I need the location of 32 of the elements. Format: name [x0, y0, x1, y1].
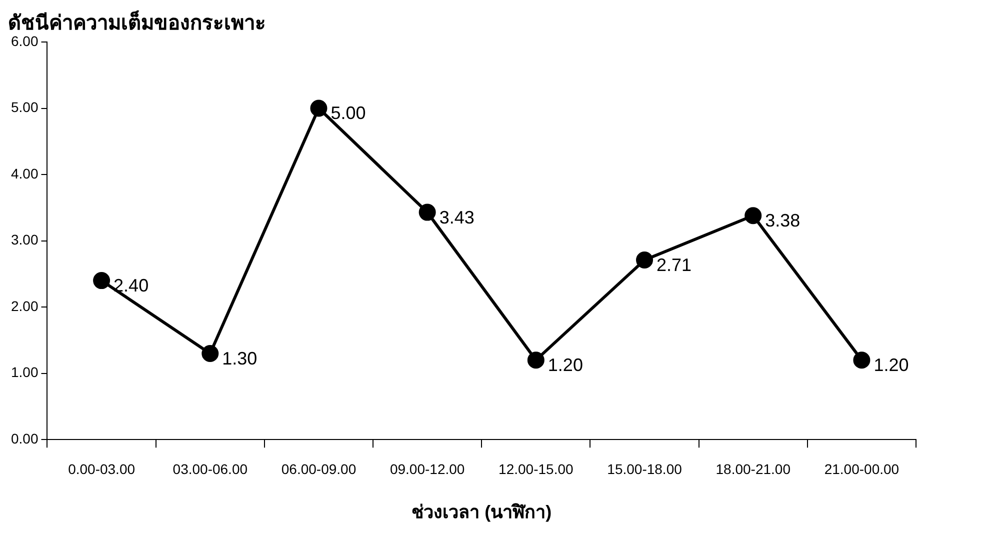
data-label: 3.43	[439, 207, 474, 228]
y-tick-label: 3.00	[11, 232, 38, 248]
x-tick-label: 03.00-06.00	[172, 460, 248, 477]
data-label: 5.00	[330, 103, 366, 124]
point	[418, 204, 436, 221]
x-tick-label: 15.00-18.00	[607, 460, 682, 477]
data-label: 1.20	[548, 355, 583, 376]
data-label: 3.38	[765, 210, 800, 231]
point	[744, 207, 762, 224]
data-label: 1.20	[874, 355, 909, 376]
data-label: 1.30	[222, 348, 258, 368]
chart-title: ดัชนีค่าความเต็มของกระเพาะ	[8, 10, 266, 35]
point	[310, 100, 328, 117]
x-axis-title: ช่วงเวลา (นาฬิกา)	[412, 502, 552, 522]
y-tick-label: 0.00	[11, 430, 38, 446]
y-tick-label: 1.00	[11, 364, 38, 380]
x-tick-label: 12.00-15.00	[498, 460, 574, 477]
point	[636, 252, 654, 269]
point	[527, 352, 544, 369]
x-tick-label: 06.00-09.00	[281, 460, 356, 477]
y-tick-label: 5.00	[11, 99, 38, 116]
x-tick-label: 0.00-03.00	[68, 460, 136, 477]
y-tick-label: 6.00	[11, 32, 38, 49]
x-tick-label: 21.00-00.00	[824, 460, 900, 477]
data-label: 2.71	[656, 254, 692, 275]
y-tick-label: 2.00	[11, 298, 38, 314]
y-tick-label: 4.00	[11, 165, 38, 182]
x-tick-label: 09.00-12.00	[390, 460, 465, 477]
point	[93, 272, 110, 290]
point	[853, 352, 870, 369]
x-tick-label: 18.00-21.00	[716, 460, 791, 477]
point	[202, 344, 219, 362]
